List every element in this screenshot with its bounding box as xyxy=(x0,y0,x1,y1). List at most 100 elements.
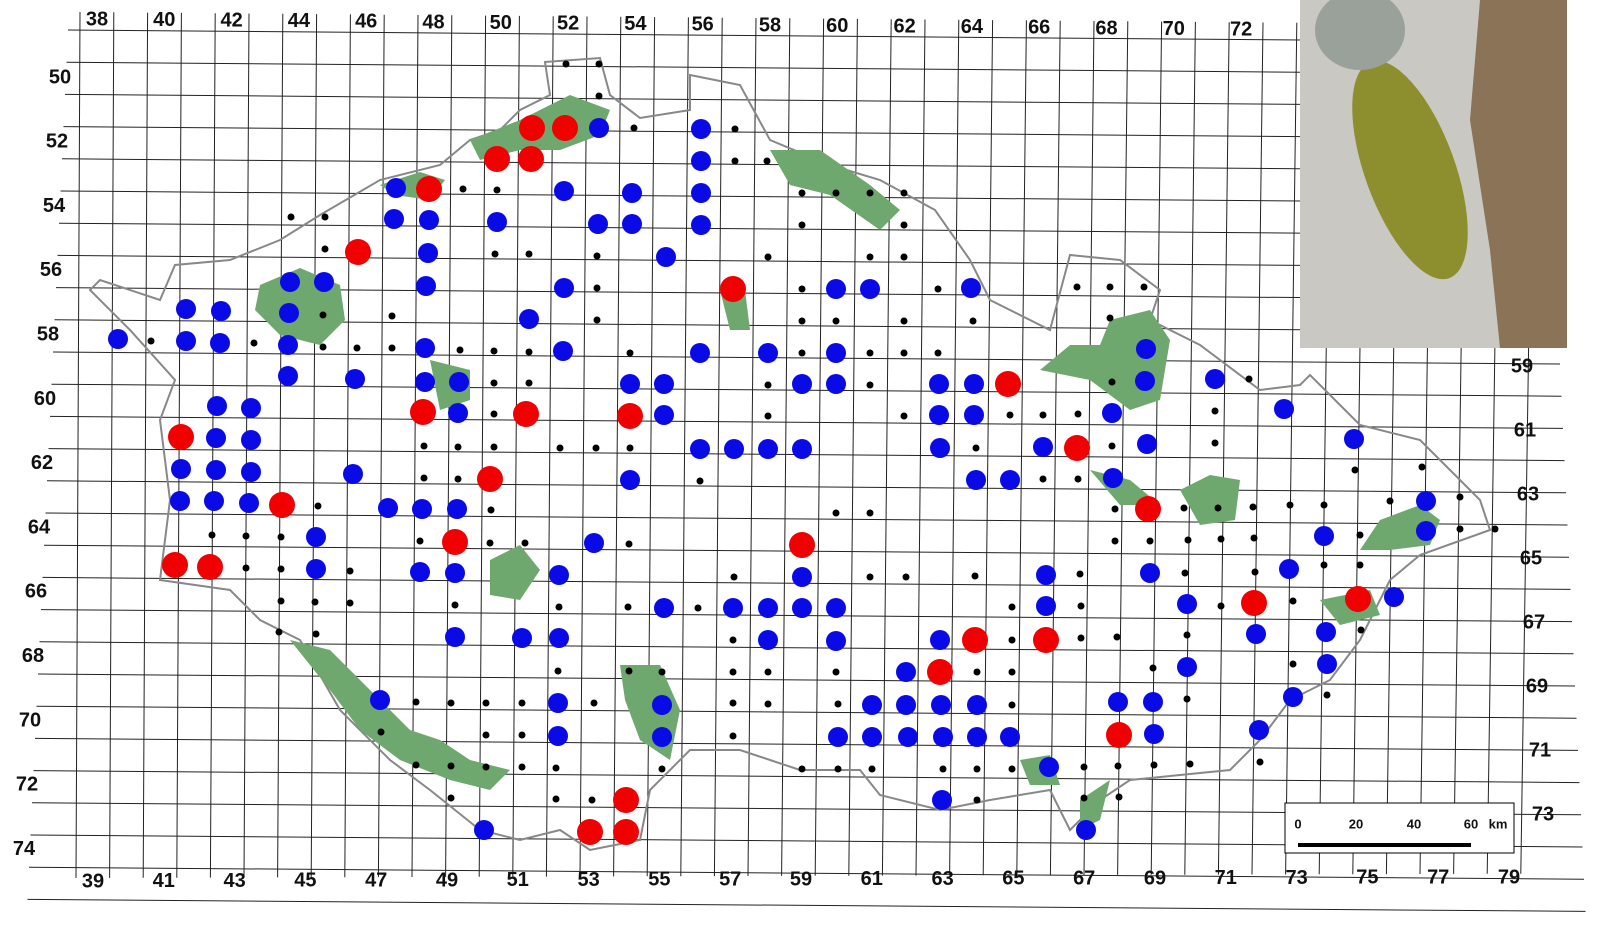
record-probable xyxy=(1136,339,1156,359)
record-probable xyxy=(622,183,642,203)
record-possible xyxy=(730,573,738,581)
record-possible xyxy=(1323,691,1331,699)
record-possible xyxy=(900,412,908,420)
record-possible xyxy=(1006,411,1014,419)
record-possible xyxy=(556,444,564,452)
record-possible xyxy=(1008,603,1016,611)
record-probable xyxy=(929,374,949,394)
record-confirmed xyxy=(552,115,578,141)
record-possible xyxy=(1008,701,1016,709)
record-possible xyxy=(1356,531,1364,539)
record-possible xyxy=(1108,378,1116,386)
grid-line xyxy=(545,16,554,877)
record-possible xyxy=(934,349,942,357)
record-probable xyxy=(1135,371,1155,391)
record-possible xyxy=(521,539,529,547)
record-probable xyxy=(584,533,604,553)
record-possible xyxy=(277,533,285,541)
record-possible xyxy=(731,125,739,133)
record-possible xyxy=(1491,525,1499,533)
record-probable xyxy=(241,398,261,418)
record-possible xyxy=(764,412,772,420)
record-possible xyxy=(490,443,498,451)
record-possible xyxy=(482,731,490,739)
record-possible xyxy=(764,381,772,389)
record-possible xyxy=(147,337,155,345)
grid-label-bottom: 67 xyxy=(1073,867,1095,889)
grid-label-bottom: 69 xyxy=(1144,867,1166,889)
record-possible xyxy=(798,285,806,293)
record-probable xyxy=(170,491,190,511)
grid-label-bottom: 45 xyxy=(294,870,316,892)
record-possible xyxy=(694,604,702,612)
grid-line xyxy=(34,737,1579,751)
record-possible xyxy=(552,795,560,803)
record-possible xyxy=(1214,504,1222,512)
record-confirmed xyxy=(613,787,639,813)
record-probable xyxy=(654,405,674,425)
grid-line xyxy=(67,29,1546,43)
record-probable xyxy=(343,464,363,484)
record-possible xyxy=(764,253,772,261)
record-probable xyxy=(241,462,261,482)
record-possible xyxy=(459,185,467,193)
grid-label-bottom: 71 xyxy=(1215,867,1237,889)
grid-line xyxy=(39,641,1574,655)
record-probable xyxy=(108,329,128,349)
grid-line xyxy=(310,14,318,878)
record-confirmed xyxy=(345,239,371,265)
record-possible xyxy=(1077,634,1085,642)
record-probable xyxy=(589,118,609,138)
record-possible xyxy=(900,317,908,325)
grid-label-bottom: 49 xyxy=(436,869,458,891)
grid-label-top: 68 xyxy=(1095,17,1117,39)
record-possible xyxy=(554,667,562,675)
grid-line xyxy=(109,12,115,878)
record-possible xyxy=(1074,410,1082,418)
record-probable xyxy=(931,695,951,715)
grid-label-top: 66 xyxy=(1028,17,1050,39)
record-possible xyxy=(518,763,526,771)
record-probable xyxy=(306,559,326,579)
record-probable xyxy=(1036,596,1056,616)
grid-line xyxy=(579,16,588,877)
grid-label-left: 64 xyxy=(28,516,51,538)
record-probable xyxy=(930,630,950,650)
record-confirmed xyxy=(513,401,539,427)
grid-label-left: 52 xyxy=(46,131,68,153)
grid-label-left: 74 xyxy=(13,838,36,860)
grid-label-right: 65 xyxy=(1520,547,1542,569)
grid-label-bottom: 73 xyxy=(1285,867,1307,889)
record-possible xyxy=(1008,765,1016,773)
record-possible xyxy=(866,573,874,581)
record-probable xyxy=(828,727,848,747)
record-probable xyxy=(620,470,640,490)
grid-line xyxy=(613,16,622,877)
record-probable xyxy=(896,695,916,715)
record-possible xyxy=(287,213,295,221)
record-confirmed xyxy=(477,466,503,492)
record-probable xyxy=(691,215,711,235)
record-possible xyxy=(1039,475,1047,483)
record-probable xyxy=(758,343,778,363)
record-probable xyxy=(1039,757,1059,777)
record-probable xyxy=(378,498,398,518)
record-possible xyxy=(1456,493,1464,501)
grid-label-top: 48 xyxy=(422,11,444,33)
record-possible xyxy=(1076,570,1084,578)
grid-label-right: 71 xyxy=(1529,739,1551,761)
record-possible xyxy=(525,250,533,258)
grid-line xyxy=(1049,20,1061,876)
record-possible xyxy=(593,316,601,324)
record-possible xyxy=(625,667,633,675)
grid-line xyxy=(33,770,1580,784)
record-possible xyxy=(447,794,455,802)
grid-line xyxy=(37,673,1576,687)
record-probable xyxy=(418,243,438,263)
grid-line xyxy=(713,17,723,877)
scale-label: 20 xyxy=(1349,816,1363,831)
grid-label-top: 72 xyxy=(1230,18,1252,40)
record-possible xyxy=(1251,568,1259,576)
record-possible xyxy=(490,379,498,387)
